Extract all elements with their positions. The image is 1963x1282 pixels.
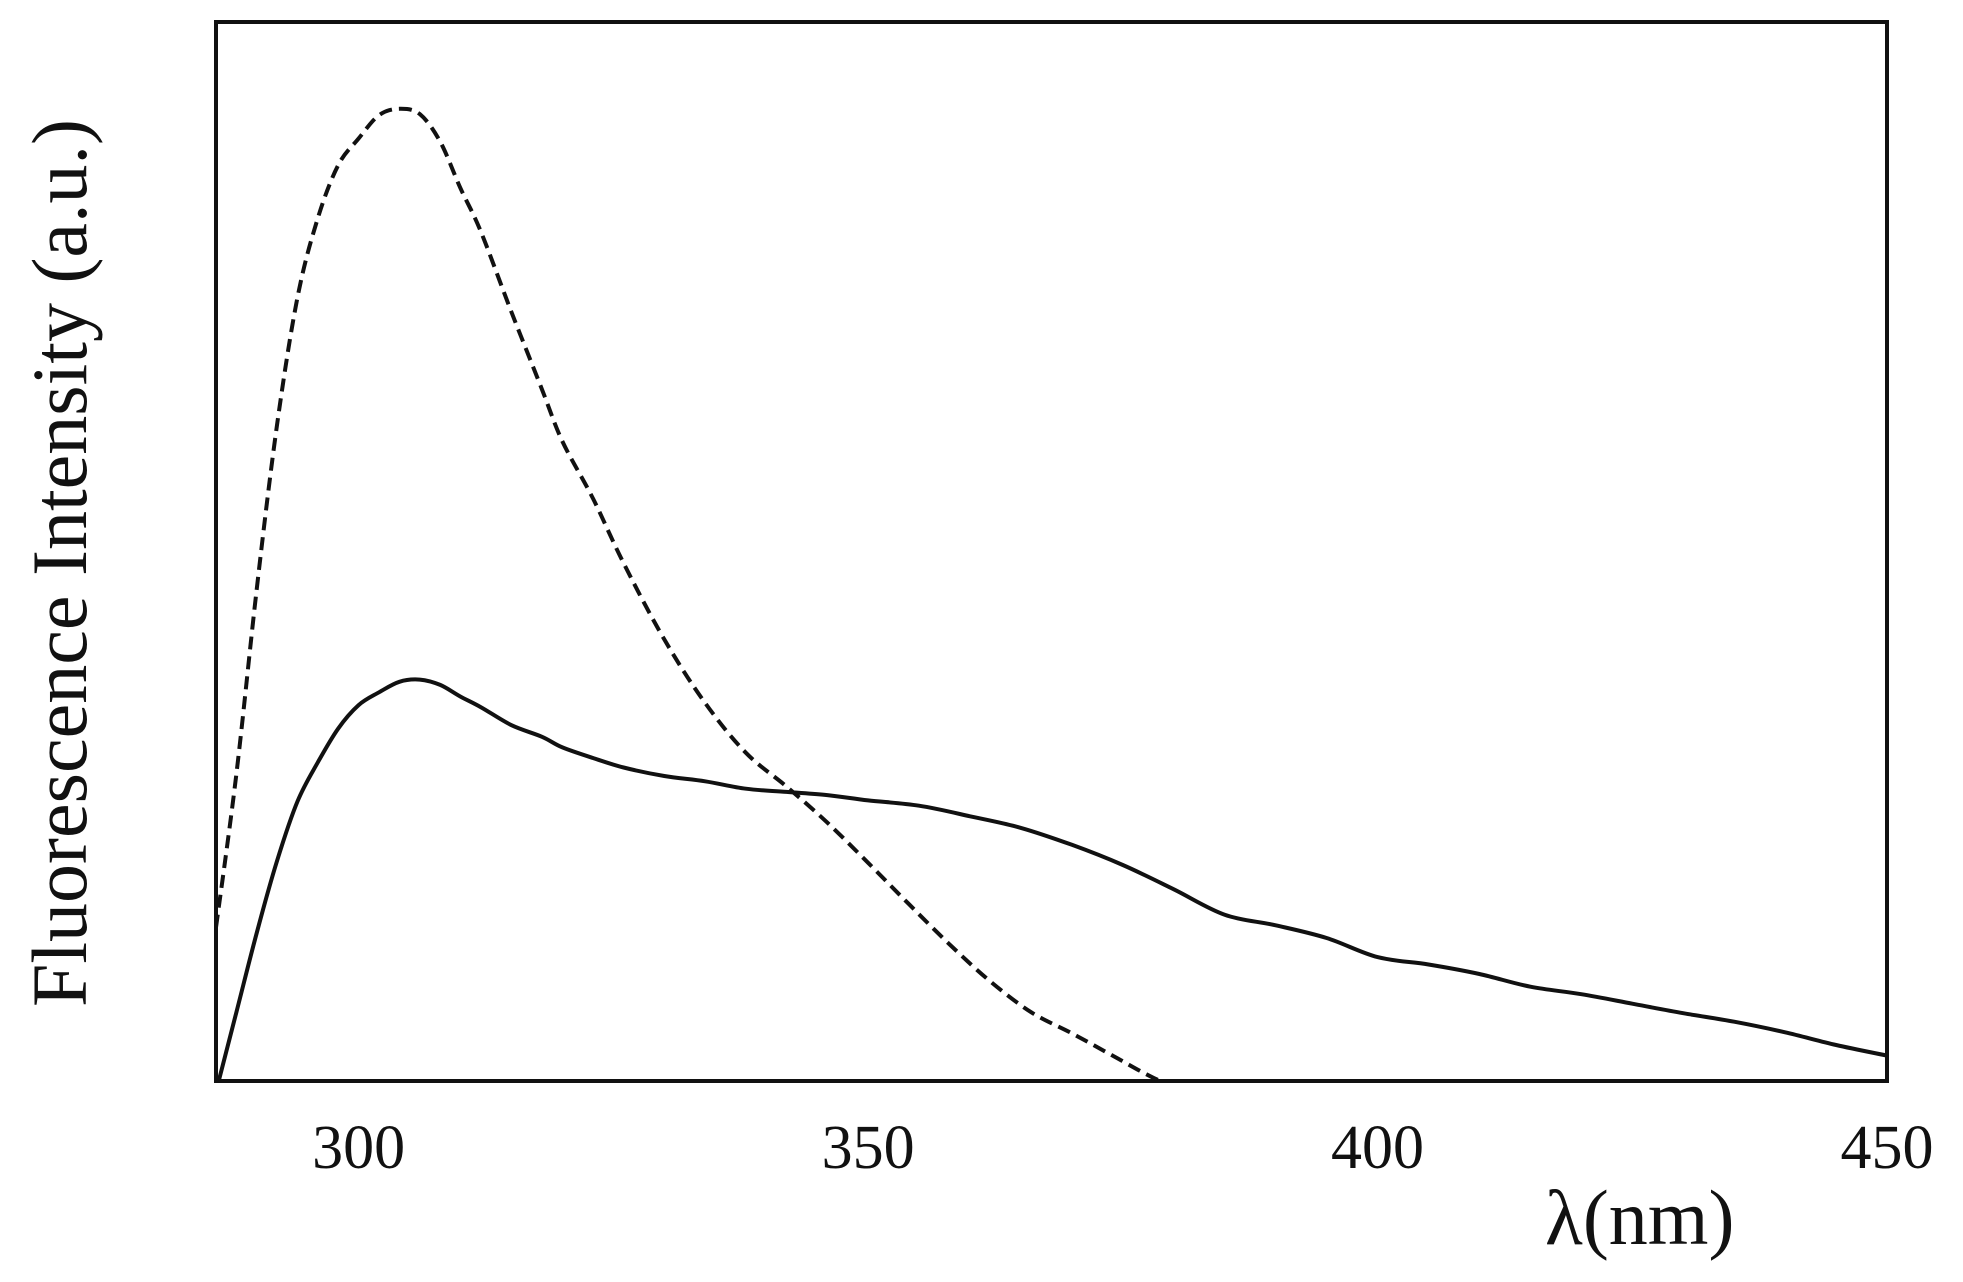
- dashed-series-line: [216, 106, 1166, 1081]
- plot-frame: [214, 20, 1889, 1083]
- x-tick-label: 450: [1841, 1114, 1934, 1182]
- x-tick-label: 350: [822, 1114, 915, 1182]
- series-layer: [216, 106, 1887, 1081]
- x-tick-labels: 300 350 400 450: [312, 1114, 1933, 1182]
- x-axis-label: λ(nm): [1545, 1174, 1734, 1261]
- plot-area: [214, 20, 1889, 1083]
- x-tick-label: 300: [312, 1114, 405, 1182]
- solid-series-line: [216, 677, 1887, 1081]
- y-axis-label: Fluorescence Intensity (a.u.): [16, 119, 103, 1007]
- x-tick-label: 400: [1331, 1114, 1424, 1182]
